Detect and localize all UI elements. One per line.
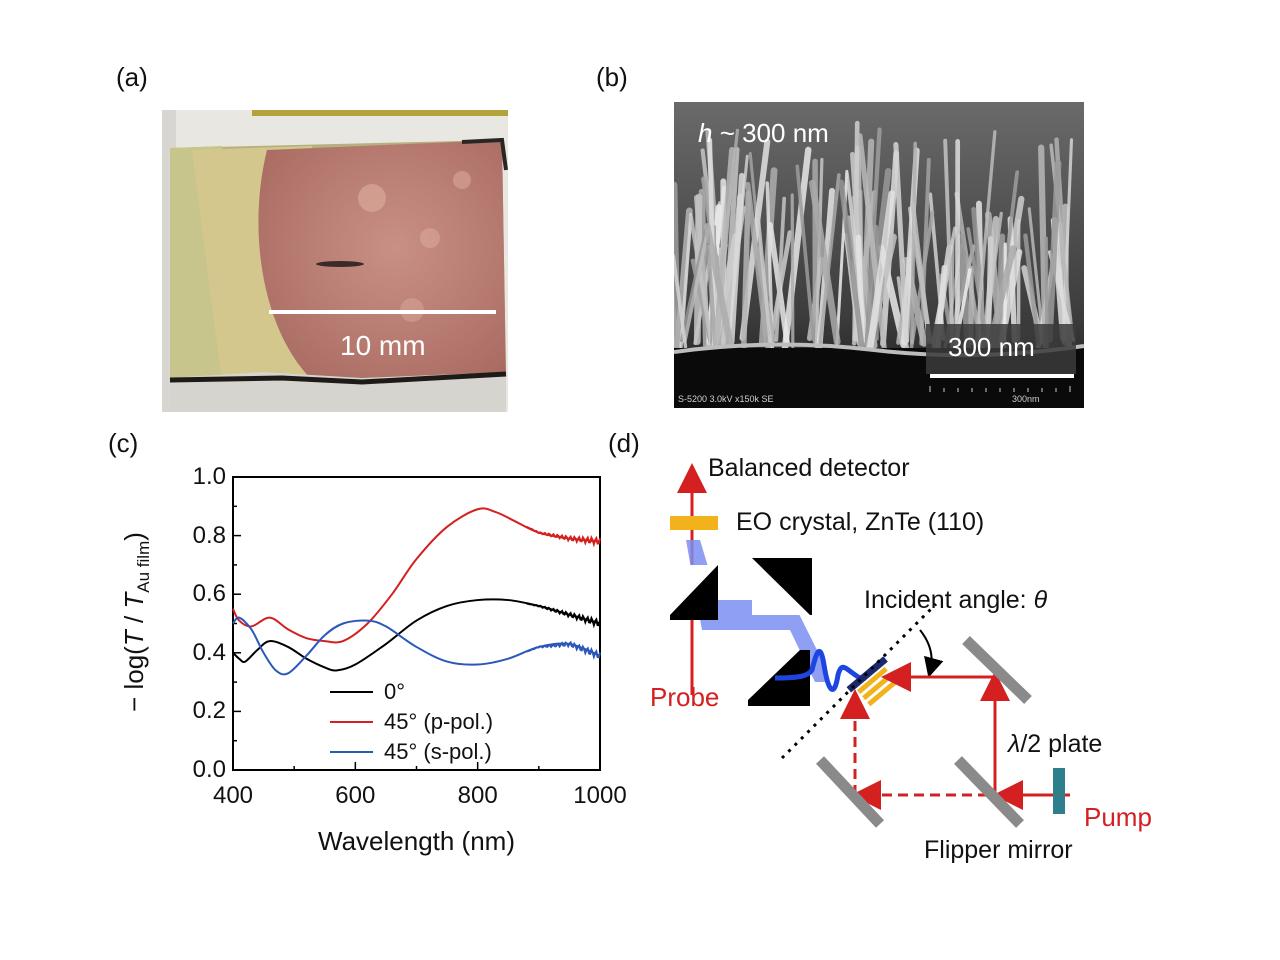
nanorod (795, 164, 816, 342)
y-tick-label: 0.2 (192, 697, 226, 725)
sem-info-scale: 300nm (1012, 394, 1040, 404)
nanorod (689, 215, 714, 347)
series-ripple (526, 525, 601, 548)
nanorod (705, 244, 718, 353)
sem-image (674, 102, 1084, 408)
panel-label-d: (d) (608, 428, 640, 458)
label-incident-angle: Incident angle: θ (864, 586, 1047, 615)
legend-label-45deg-p: 45° (p-pol.) (384, 709, 494, 734)
nanorod (1027, 207, 1045, 342)
sem-height-value: ~ 300 nm (712, 118, 829, 148)
y-tick-label: 0.6 (192, 580, 226, 608)
nanorod (893, 142, 909, 344)
panel-label-b: (b) (596, 62, 628, 92)
setup-diagram (670, 463, 1070, 828)
gray-mirror-left (815, 756, 885, 828)
nanorod (943, 138, 955, 351)
panel-label-a: (a) (116, 62, 148, 92)
label-probe: Probe (650, 682, 720, 712)
nanorod (863, 167, 892, 355)
nanorod (974, 130, 997, 347)
nanorod (774, 196, 787, 342)
nanorod (679, 224, 708, 343)
nanorod (857, 133, 888, 354)
series-line-45deg-p (232, 507, 601, 644)
ylabel-t: T (119, 630, 149, 647)
x-tick-label: 400 (212, 782, 254, 809)
series-line-0deg (232, 598, 601, 672)
nanorod (808, 179, 841, 346)
half-wave-plate (1053, 768, 1065, 814)
nanorod (790, 193, 795, 349)
nanorod (814, 157, 824, 354)
nanorod (818, 173, 841, 346)
incident-angle-text: Incident angle: (864, 586, 1034, 614)
nanorod (674, 207, 693, 352)
y-tick-label: 1.0 (192, 463, 226, 490)
legend-label-0deg: 0° (384, 679, 406, 704)
sem-nanorods (674, 120, 1076, 356)
sem-info-text: S-5200 3.0kV x150k SE (678, 394, 774, 404)
series-ripple (526, 602, 601, 629)
series-ripple (526, 640, 601, 660)
nanorod (910, 202, 932, 344)
nanorod (674, 254, 688, 349)
eo-crystal (670, 516, 718, 530)
nanorod (781, 146, 812, 352)
nanorod (838, 179, 866, 354)
ylabel-sub: Au film (134, 540, 154, 593)
label-eo-crystal: EO crystal, ZnTe (110) (736, 508, 985, 536)
ylabel-prefix: − log( (119, 646, 149, 712)
sem-height-var: h (698, 118, 713, 148)
panel-label-c: (c) (108, 428, 139, 458)
nanorod (1046, 159, 1062, 343)
nanorod (1038, 144, 1049, 351)
label-balanced-detector: Balanced detector (708, 454, 910, 482)
label-flipper-mirror: Flipper mirror (924, 836, 1073, 864)
nanorod (728, 172, 745, 346)
thz-waveform (774, 648, 866, 692)
sample-slab (846, 656, 899, 707)
lambda-symbol: λ (1008, 730, 1021, 758)
x-tick-label: 800 (457, 782, 498, 809)
ylabel-suffix: ) (119, 532, 149, 541)
sem-scale-label: 300 nm (948, 332, 1035, 362)
x-tick-label: 1000 (573, 782, 627, 809)
gray-mirror-top (962, 636, 1032, 704)
legend-label-45deg-s: 45° (s-pol.) (384, 739, 492, 764)
series-line-45deg-s (232, 616, 601, 676)
half-wave-text: /2 plate (1020, 730, 1103, 758)
sem-height-label: h ~ 300 nm (698, 118, 829, 149)
theta-symbol: θ (1033, 586, 1048, 614)
photo-scale-label: 10 mm (340, 330, 426, 361)
flipper-mirror (954, 756, 1024, 828)
nanorod (712, 146, 736, 354)
y-tick-label: 0.4 (192, 638, 226, 666)
chart-x-axis-label: Wavelength (nm) (318, 826, 515, 856)
chart-y-axis-label: − log(T / TAu film) (119, 462, 154, 782)
normal-line (780, 602, 938, 760)
label-pump: Pump (1084, 802, 1152, 832)
y-tick-label: 0.0 (192, 756, 226, 783)
nanorod (756, 213, 772, 344)
nanorod (909, 141, 918, 345)
nanorod (966, 227, 989, 345)
label-half-wave-plate: λ/2 plate (1008, 730, 1102, 759)
nanorod (682, 228, 710, 343)
ylabel-slash: / (119, 608, 149, 631)
chart-legend (330, 691, 373, 753)
y-tick-label: 0.8 (192, 521, 226, 549)
nanorod (703, 223, 735, 352)
sample-photo (162, 110, 508, 412)
x-tick-label: 600 (335, 782, 376, 809)
ylabel-t2: T (119, 592, 149, 609)
nanorod (740, 190, 751, 352)
nanorod (866, 190, 895, 353)
